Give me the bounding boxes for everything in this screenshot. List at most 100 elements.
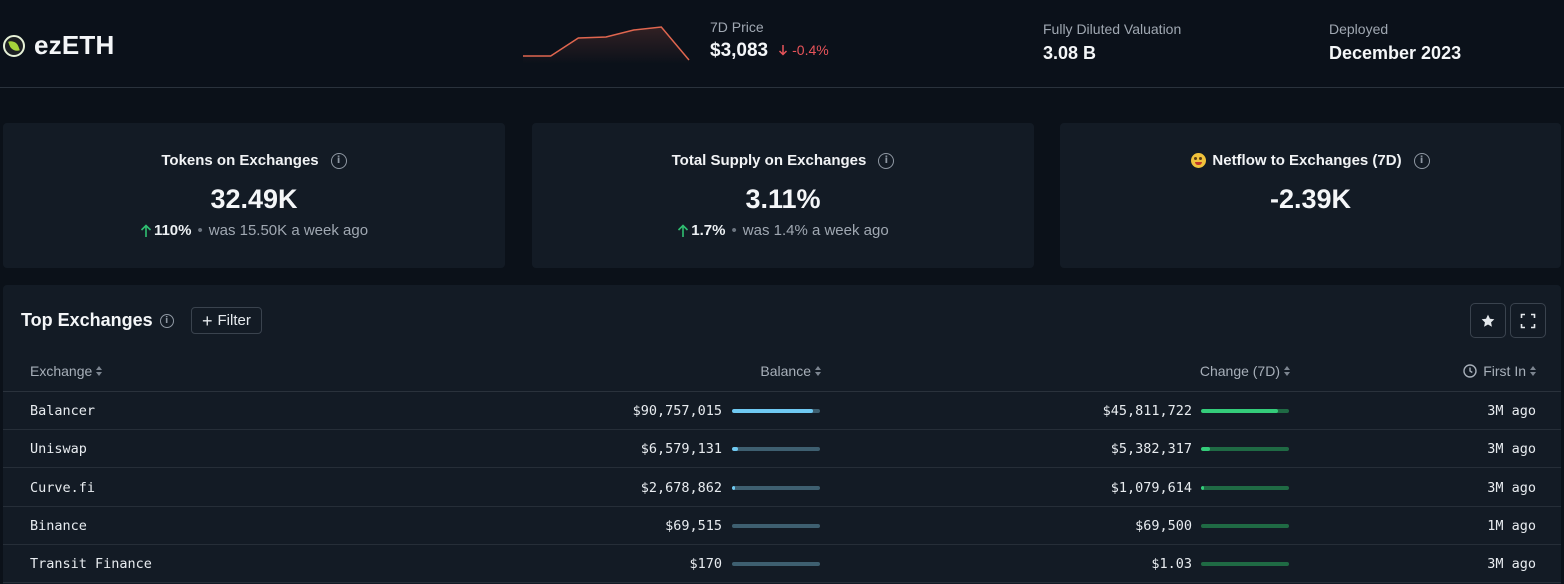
fullscreen-button[interactable] bbox=[1510, 303, 1546, 338]
table-row[interactable]: Balancer $90,757,015 $45,811,722 3M ago bbox=[3, 392, 1561, 430]
card-total-supply: Total Supply on Exchanges i 3.11% 1.7% •… bbox=[532, 123, 1034, 268]
sparkline-area bbox=[523, 27, 689, 64]
sparkline-line bbox=[523, 26, 690, 61]
first-in-value: 3M ago bbox=[1487, 556, 1536, 573]
clock-icon bbox=[1463, 364, 1477, 378]
balance-bar-fill bbox=[732, 447, 739, 452]
column-header-balance[interactable]: Balance bbox=[760, 363, 821, 379]
table-row[interactable]: Uniswap $6,579,131 $5,382,317 3M ago bbox=[3, 430, 1561, 469]
balance-bar-fill bbox=[732, 409, 813, 413]
column-label: Change (7D) bbox=[1199, 363, 1280, 379]
balance-bar bbox=[732, 523, 820, 528]
change-bar bbox=[1201, 562, 1289, 567]
change-bar bbox=[1201, 485, 1289, 490]
arrow-up-icon bbox=[678, 223, 689, 237]
top-exchanges-panel: Top Exchanges i + Filter Exchange Balanc… bbox=[3, 285, 1561, 584]
change-value: $5,382,317 bbox=[1110, 441, 1192, 458]
ezeth-logo-icon bbox=[3, 34, 25, 57]
balance-value: $170 bbox=[689, 556, 722, 573]
balance-bar bbox=[732, 447, 820, 452]
price-change-value: -0.4% bbox=[792, 42, 829, 58]
change-value: $45,811,722 bbox=[1102, 403, 1192, 419]
token-name: ezETH bbox=[34, 30, 115, 60]
surprised-face-icon bbox=[1191, 153, 1207, 168]
card-was: was 15.50K a week ago bbox=[208, 222, 369, 239]
info-icon[interactable]: i bbox=[330, 152, 347, 169]
column-header-exchange[interactable]: Exchange bbox=[30, 363, 103, 379]
exchange-name: Uniswap bbox=[30, 441, 87, 458]
price-sparkline bbox=[523, 26, 690, 64]
first-in-value: 3M ago bbox=[1487, 479, 1536, 496]
sort-icon bbox=[1284, 366, 1290, 376]
separator-dot: • bbox=[197, 222, 203, 239]
column-label: Exchange bbox=[30, 363, 93, 379]
fdv-stat: Fully Diluted Valuation 3.08 B bbox=[1043, 21, 1181, 64]
balance-bar bbox=[732, 485, 820, 490]
token-header: ezETH 7D Price $3,083 -0.4% Fully Dilute… bbox=[0, 0, 1564, 88]
fdv-value: 3.08 B bbox=[1043, 43, 1097, 63]
column-header-change[interactable]: Change (7D) bbox=[1200, 363, 1290, 379]
change-bar-fill bbox=[1201, 447, 1210, 452]
token-identity: ezETH bbox=[3, 30, 114, 61]
card-was: was 1.4% a week ago bbox=[742, 222, 889, 239]
card-title: Netflow to Exchanges (7D) bbox=[1212, 152, 1402, 169]
separator-dot: • bbox=[731, 222, 737, 239]
info-icon[interactable]: i bbox=[878, 152, 895, 169]
price-stat: 7D Price $3,083 -0.4% bbox=[710, 19, 829, 62]
change-bar bbox=[1201, 523, 1289, 528]
deployed-value: December 2023 bbox=[1329, 43, 1462, 63]
exchange-name: Curve.fi bbox=[30, 479, 96, 496]
change-value: $1,079,614 bbox=[1110, 479, 1192, 496]
info-icon[interactable]: i bbox=[159, 313, 174, 328]
panel-title: Top Exchanges bbox=[21, 310, 153, 330]
card-netflow: Netflow to Exchanges (7D) i -2.39K bbox=[1060, 123, 1561, 268]
card-change: 110% bbox=[153, 222, 192, 239]
fullscreen-icon bbox=[1520, 313, 1536, 328]
price-change: -0.4% bbox=[778, 42, 829, 58]
arrow-up-icon bbox=[140, 223, 152, 237]
column-label: First In bbox=[1483, 363, 1526, 379]
plus-icon: + bbox=[202, 310, 213, 331]
change-bar bbox=[1201, 409, 1289, 413]
arrow-down-icon bbox=[779, 45, 788, 56]
change-bar bbox=[1201, 447, 1289, 452]
card-tokens-on-exchanges: Tokens on Exchanges i 32.49K 110% • was … bbox=[3, 123, 505, 268]
first-in-value: 3M ago bbox=[1487, 403, 1536, 419]
exchange-name: Binance bbox=[30, 517, 87, 534]
filter-label: Filter bbox=[217, 312, 251, 329]
card-value: -2.39K bbox=[1269, 184, 1352, 214]
sort-icon bbox=[815, 366, 821, 376]
favorite-button[interactable] bbox=[1470, 303, 1506, 338]
change-value: $69,500 bbox=[1135, 517, 1192, 534]
exchange-name: Balancer bbox=[30, 403, 96, 419]
column-label: Balance bbox=[760, 363, 811, 379]
table-row[interactable]: Binance $69,515 $69,500 1M ago bbox=[3, 507, 1561, 545]
balance-value: $90,757,015 bbox=[632, 403, 722, 419]
card-change: 1.7% bbox=[691, 222, 726, 239]
table-row[interactable]: Curve.fi $2,678,862 $1,079,614 3M ago bbox=[3, 469, 1561, 507]
balance-bar bbox=[732, 409, 820, 413]
column-header-first-in[interactable]: First In bbox=[1463, 363, 1536, 379]
table-row[interactable]: Transit Finance $170 $1.03 3M ago bbox=[3, 545, 1561, 584]
card-title: Total Supply on Exchanges bbox=[671, 152, 867, 169]
card-value: 32.49K bbox=[210, 184, 298, 214]
info-icon[interactable]: i bbox=[1413, 152, 1430, 169]
exchange-name: Transit Finance bbox=[30, 556, 152, 573]
price-label: 7D Price bbox=[710, 19, 764, 35]
first-in-value: 3M ago bbox=[1487, 441, 1536, 458]
first-in-value: 1M ago bbox=[1487, 517, 1536, 534]
fdv-label: Fully Diluted Valuation bbox=[1043, 21, 1182, 37]
filter-button[interactable]: + Filter bbox=[191, 307, 262, 334]
balance-value: $69,515 bbox=[665, 517, 722, 534]
change-up: 110% bbox=[140, 222, 192, 239]
star-icon bbox=[1481, 314, 1495, 327]
header-divider bbox=[3, 391, 1561, 392]
deployed-label: Deployed bbox=[1329, 21, 1389, 37]
deployed-stat: Deployed December 2023 bbox=[1329, 21, 1461, 64]
change-up: 1.7% bbox=[677, 222, 726, 239]
card-value: 3.11% bbox=[745, 184, 821, 214]
change-value: $1.03 bbox=[1151, 556, 1192, 573]
sort-icon bbox=[1530, 366, 1536, 376]
change-bar-fill bbox=[1201, 409, 1279, 413]
sort-icon bbox=[96, 366, 103, 376]
